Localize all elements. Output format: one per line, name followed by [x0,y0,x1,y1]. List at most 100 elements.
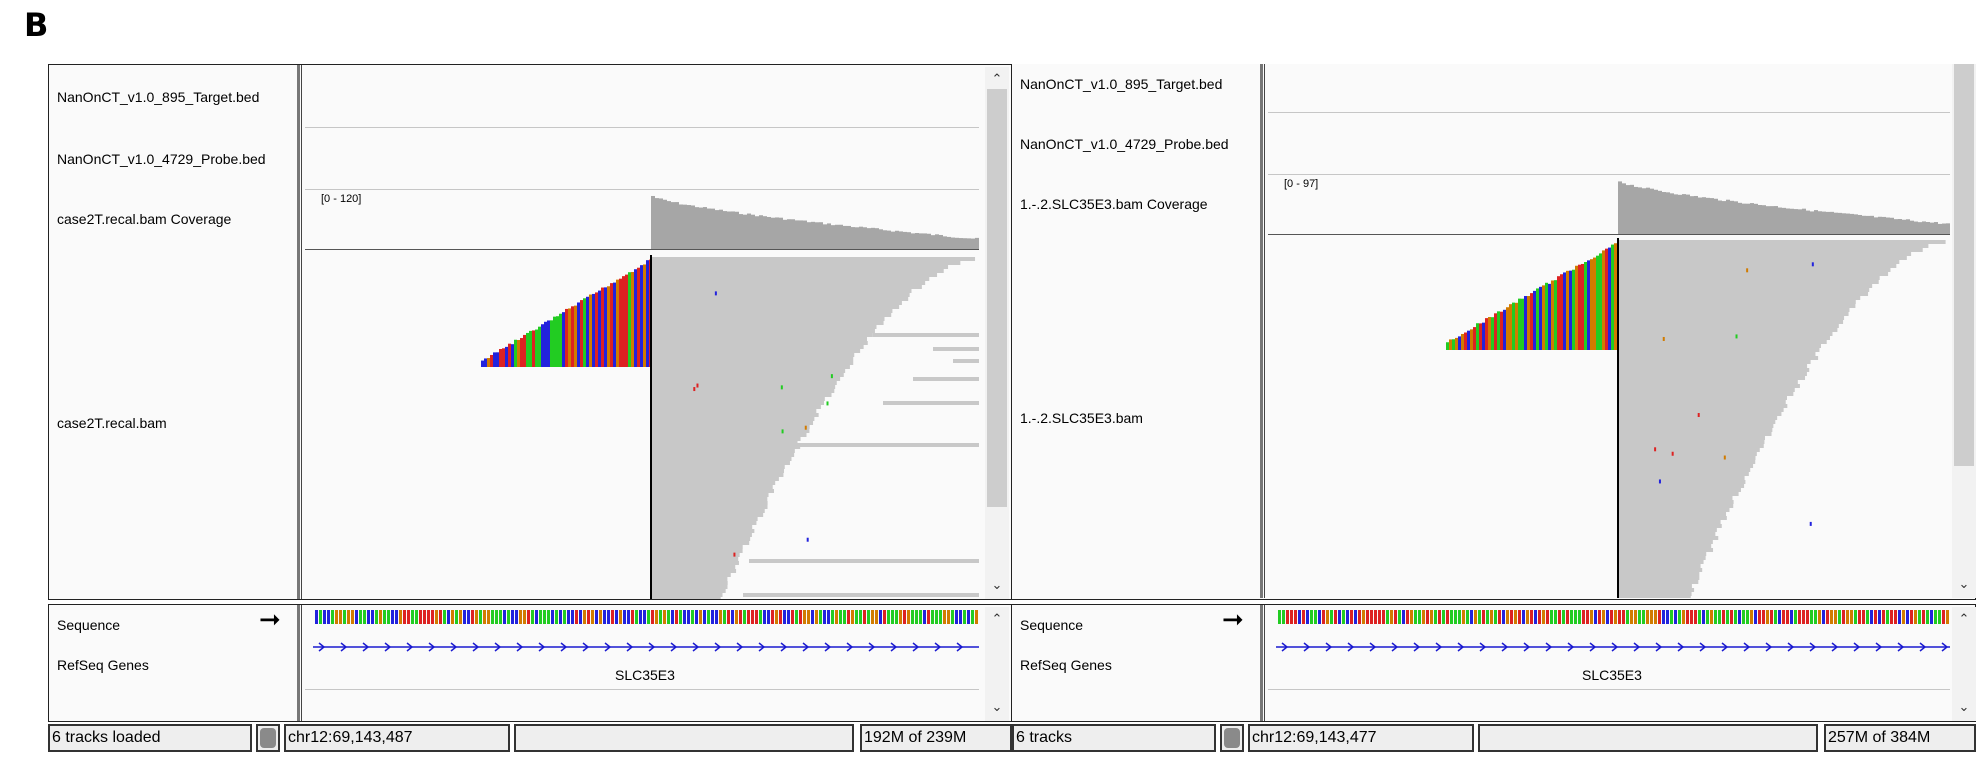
sequence-base [1362,610,1365,624]
softclip-base [514,339,517,367]
track-name-alignment[interactable]: 1.-.2.SLC35E3.bam [1020,410,1143,426]
sequence-base [1822,610,1825,624]
read [1618,464,1754,468]
read [651,557,739,561]
coverage-bar [939,234,943,249]
coverage-bar [1878,216,1882,234]
arrow-right-icon[interactable]: ➞ [1222,604,1244,634]
chevron-up-icon[interactable]: ⌃ [991,611,1003,626]
chevron-down-icon[interactable]: ⌄ [991,577,1003,592]
sequence-base [1754,610,1757,624]
read [1618,560,1704,564]
sequence-base [1554,610,1557,624]
sequence-base [835,610,838,624]
sequence-base [1422,610,1425,624]
sequence-base [415,610,418,624]
sequence-base [1498,610,1501,624]
track-name-refseq[interactable]: RefSeq Genes [1020,657,1112,673]
sequence-base [1370,610,1373,624]
gene-label[interactable]: SLC35E3 [1582,667,1642,683]
sequence-base [1770,610,1773,624]
read [1618,332,1833,336]
upper-scrollbar[interactable]: ⌃ ⌄ [985,67,1009,599]
arrow-right-icon[interactable]: ➞ [259,604,281,634]
read [1618,416,1778,420]
coverage-bar [823,224,827,249]
name-panel-divider[interactable] [297,65,300,599]
softclip-base [1554,280,1557,350]
sequence-base [791,610,794,624]
chevron-up-icon[interactable]: ⌃ [1958,611,1970,626]
gene-label[interactable]: SLC35E3 [615,667,675,683]
lower-scrollbar[interactable]: ⌃ ⌄ [1952,607,1976,721]
sequence-base [1586,610,1589,624]
strand-chevron [1391,642,1399,652]
track-name-alignment[interactable]: case2T.recal.bam [57,415,167,431]
coverage-bar [739,214,743,249]
coverage-bar [1842,213,1846,234]
sequence-base [591,610,594,624]
softclip-base [502,348,505,367]
sequence-base [1846,610,1849,624]
sequence-base [1474,610,1477,624]
strand-chevron [582,642,590,652]
track-name-target-bed[interactable]: NanOnCT_v1.0_895_Target.bed [1020,76,1223,92]
chevron-up-icon[interactable]: ⌃ [991,71,1003,86]
track-name-coverage[interactable]: 1.-.2.SLC35E3.bam Coverage [1020,196,1208,212]
sequence-base [439,610,442,624]
sequence-base [1590,610,1593,624]
track-name-sequence[interactable]: Sequence [57,617,121,633]
sequence-base [1922,610,1925,624]
alignment-track-plot[interactable] [313,251,979,599]
read [1618,504,1734,508]
read [1618,412,1782,416]
softclip-base [1605,248,1608,350]
sequence-base [563,610,566,624]
name-panel-divider[interactable] [1260,64,1263,598]
coverage-bar [1686,194,1690,234]
softclip-base [496,352,499,367]
track-name-coverage[interactable]: case2T.recal.bam Coverage [57,211,232,227]
chevron-down-icon[interactable]: ⌄ [1958,699,1970,714]
sequence-track[interactable] [1276,609,1950,625]
read [1618,460,1756,464]
track-name-sequence[interactable]: Sequence [1020,617,1084,633]
read [1618,436,1765,440]
sequence-base [1526,610,1529,624]
read [1618,448,1760,452]
strand-chevron [1831,642,1839,652]
alignment-track-plot[interactable] [1276,236,1950,598]
track-name-probe-bed[interactable]: NanOnCT_v1.0_4729_Probe.bed [1020,136,1229,152]
read [651,345,864,349]
coverage-bar [855,227,859,249]
scrollbar-thumb[interactable] [1954,64,1974,466]
status-memory: 192M of 239M [860,724,1012,752]
sequence-track[interactable] [313,609,979,625]
sequence-base [1834,610,1837,624]
track-name-target-bed[interactable]: NanOnCT_v1.0_895_Target.bed [57,89,260,105]
chevron-down-icon[interactable]: ⌄ [1958,576,1970,591]
track-name-refseq[interactable]: RefSeq Genes [57,657,149,673]
track-name-probe-bed[interactable]: NanOnCT_v1.0_4729_Probe.bed [57,151,266,167]
read [651,305,900,309]
lower-scrollbar[interactable]: ⌃ ⌄ [985,607,1009,721]
softclip-base [1557,276,1560,350]
sequence-base [1694,610,1697,624]
read [651,469,785,473]
upper-scrollbar[interactable]: ⌄ [1952,64,1976,598]
strand-chevron [890,642,898,652]
coverage-track-plot[interactable] [313,191,979,249]
softclip-base [1503,309,1506,350]
sequence-base [1538,610,1541,624]
sequence-base [1510,610,1513,624]
coverage-track-plot[interactable] [1276,176,1950,234]
refseq-gene-track[interactable] [313,635,979,659]
read [651,453,795,457]
read [1618,592,1692,596]
sequence-base [967,610,970,624]
attribute-panel-divider[interactable] [301,65,302,599]
sequence-base [795,610,798,624]
chevron-down-icon[interactable]: ⌄ [991,699,1003,714]
refseq-gene-track[interactable] [1276,635,1950,659]
scrollbar-thumb[interactable] [987,89,1007,507]
